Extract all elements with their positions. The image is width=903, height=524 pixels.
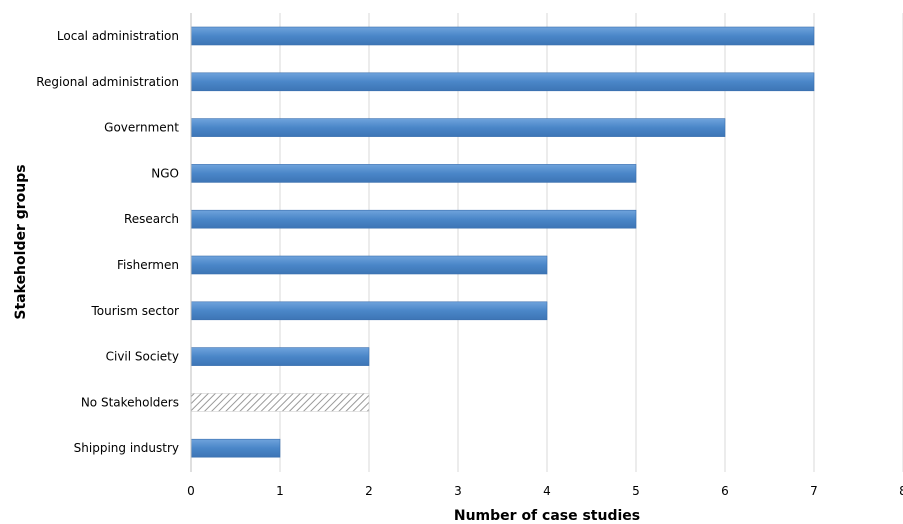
bar (190, 438, 281, 458)
y-axis-title: Stakeholder groups (13, 164, 29, 319)
x-tick-label: 2 (365, 484, 373, 498)
bar (190, 255, 548, 275)
category-label: Government (104, 121, 179, 135)
bar (190, 26, 815, 46)
category-label: Fishermen (117, 258, 179, 272)
x-tick-label: 3 (454, 484, 462, 498)
category-label: No Stakeholders (81, 395, 179, 409)
x-tick-label: 5 (632, 484, 640, 498)
x-tick-label: 0 (187, 484, 195, 498)
category-label: Regional administration (36, 75, 179, 89)
category-label: Civil Society (106, 350, 179, 364)
x-tick-label: 4 (543, 484, 551, 498)
bar (190, 301, 548, 321)
category-label: Local administration (57, 29, 179, 43)
bar (190, 72, 815, 92)
category-label: Research (124, 212, 179, 226)
x-axis-title: Number of case studies (454, 508, 640, 524)
bar (190, 164, 637, 183)
x-tick-label: 1 (276, 484, 284, 498)
category-label: Tourism sector (91, 304, 180, 318)
bar (190, 209, 637, 229)
bar (190, 347, 370, 366)
bar (190, 118, 726, 137)
x-tick-label: 7 (810, 484, 818, 498)
x-tick-label: 6 (721, 484, 729, 498)
category-label: NGO (151, 166, 179, 180)
category-label: Shipping industry (74, 441, 179, 455)
bar-hatched (190, 393, 370, 412)
x-tick-label: 8 (899, 484, 903, 498)
